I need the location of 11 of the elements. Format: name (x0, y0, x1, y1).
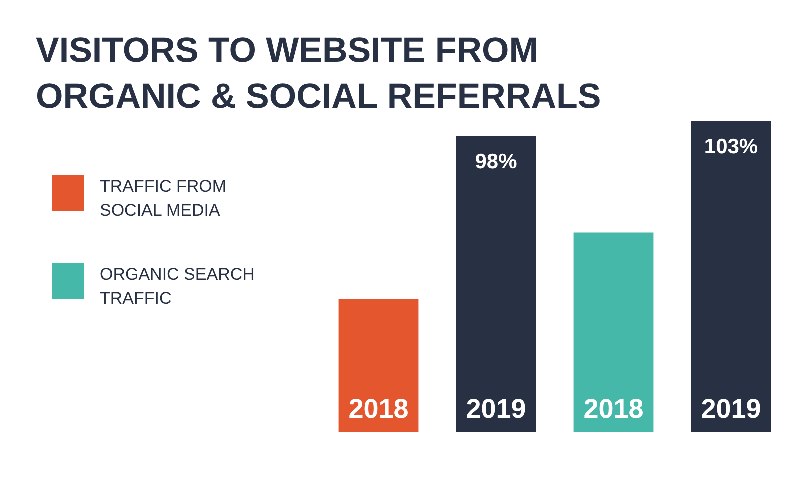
data-label: 103% (704, 135, 758, 158)
x-tick-label: 2018 (348, 394, 409, 424)
chart-title: VISITORS TO WEBSITE FROM ORGANIC & SOCIAL REFERRALS (36, 30, 602, 118)
bar (574, 232, 654, 432)
x-tick-label: 2018 (584, 394, 644, 424)
legend-label: ORGANIC SEARCH TRAFFIC (100, 264, 256, 310)
x-tick-label: 2019 (701, 394, 762, 424)
bar (338, 299, 419, 432)
data-label: 98% (475, 150, 518, 174)
x-tick-label: 2019 (466, 394, 526, 424)
legend-label: TRAFFIC FROM SOCIAL MEDIA (100, 176, 228, 222)
